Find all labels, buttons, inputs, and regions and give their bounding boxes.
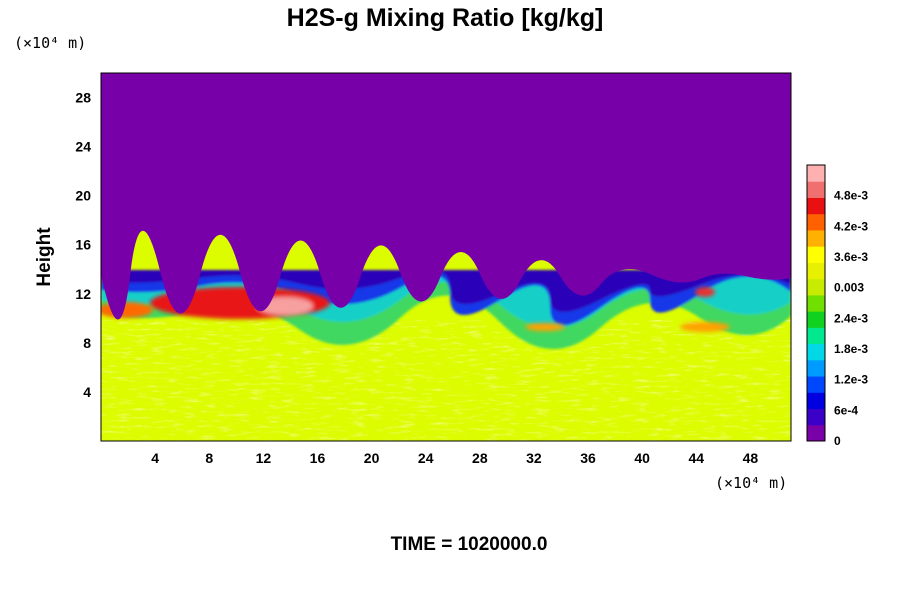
colorbar-swatch xyxy=(807,213,825,231)
y-axis-ticks: 4 8 12 16 20 24 28 xyxy=(75,90,91,400)
upper-layer xyxy=(101,73,791,320)
red-zone-east xyxy=(695,287,715,297)
x-tick-label: 24 xyxy=(418,450,434,466)
lower-layer-texture xyxy=(101,320,791,441)
colorbar-tick-label: 4.2e-3 xyxy=(834,219,868,233)
x-tick-label: 12 xyxy=(256,450,272,466)
y-tick-label: 4 xyxy=(83,384,91,400)
colorbar-swatch xyxy=(807,229,825,247)
y-tick-label: 8 xyxy=(83,335,91,351)
colorbar-swatch xyxy=(807,197,825,215)
orange-patch-mid xyxy=(525,323,565,331)
colorbar-swatch xyxy=(807,246,825,263)
colorbar-swatch xyxy=(807,311,825,328)
x-tick-label: 8 xyxy=(205,450,213,466)
y-tick-label: 24 xyxy=(75,139,91,155)
x-tick-label: 16 xyxy=(310,450,326,466)
colorbar-swatch xyxy=(807,408,825,426)
y-axis-label: Height xyxy=(34,227,55,287)
colorbar-swatch xyxy=(807,343,825,361)
y-axis-unit: (×10⁴ m) xyxy=(14,34,86,52)
colorbar-swatch xyxy=(807,327,825,345)
colorbar-tick-label: 2.4e-3 xyxy=(834,311,868,325)
colorbar-tick-label: 1.2e-3 xyxy=(834,373,868,387)
colorbar-swatch xyxy=(807,165,825,182)
orange-patch-east xyxy=(680,322,730,332)
x-tick-label: 20 xyxy=(364,450,380,466)
y-tick-label: 28 xyxy=(75,90,91,106)
colorbar-swatch xyxy=(807,181,825,198)
colorbar-swatch xyxy=(807,278,825,296)
colorbar-tick-label: 0 xyxy=(834,434,841,448)
plot-frame xyxy=(100,72,792,442)
dark-blue-band xyxy=(101,270,791,313)
x-tick-label: 4 xyxy=(151,450,159,466)
y-tick-label: 20 xyxy=(75,188,91,204)
colorbar-tick-label: 3.6e-3 xyxy=(834,250,868,264)
time-annotation: TIME = 1020000.0 xyxy=(391,534,548,555)
colorbar-swatch xyxy=(807,424,825,442)
colorbar-tick-label: 1.8e-3 xyxy=(834,342,868,356)
colorbar-swatch xyxy=(807,294,825,312)
x-tick-label: 32 xyxy=(526,450,542,466)
colorbar: 0 6e-4 1.2e-3 1.8e-3 2.4e-3 0.003 3.6e-3 4.2e-3… xyxy=(806,164,868,448)
colorbar-swatch xyxy=(807,262,825,280)
colorbar-swatch xyxy=(807,392,825,410)
x-tick-label: 28 xyxy=(472,450,488,466)
colorbar-tick-label: 0.003 xyxy=(834,281,864,295)
colorbar-frame xyxy=(806,164,826,442)
colorbar-swatch xyxy=(807,376,825,393)
chart-title: H2S-g Mixing Ratio [kg/kg] xyxy=(287,4,604,32)
y-tick-label: 12 xyxy=(75,286,91,302)
heatmap-field xyxy=(101,73,791,441)
x-axis-ticks: 4 8 12 16 20 24 28 32 36 40 44 48 xyxy=(151,450,758,466)
colorbar-tick-label: 4.8e-3 xyxy=(834,189,868,203)
y-tick-label: 16 xyxy=(75,237,91,253)
x-tick-label: 48 xyxy=(743,450,759,466)
colorbar-swatch xyxy=(807,359,825,377)
x-tick-label: 44 xyxy=(689,450,705,466)
x-tick-label: 36 xyxy=(580,450,596,466)
colorbar-tick-label: 6e-4 xyxy=(834,403,858,417)
x-axis-unit: (×10⁴ m) xyxy=(715,474,787,492)
x-tick-label: 40 xyxy=(634,450,650,466)
